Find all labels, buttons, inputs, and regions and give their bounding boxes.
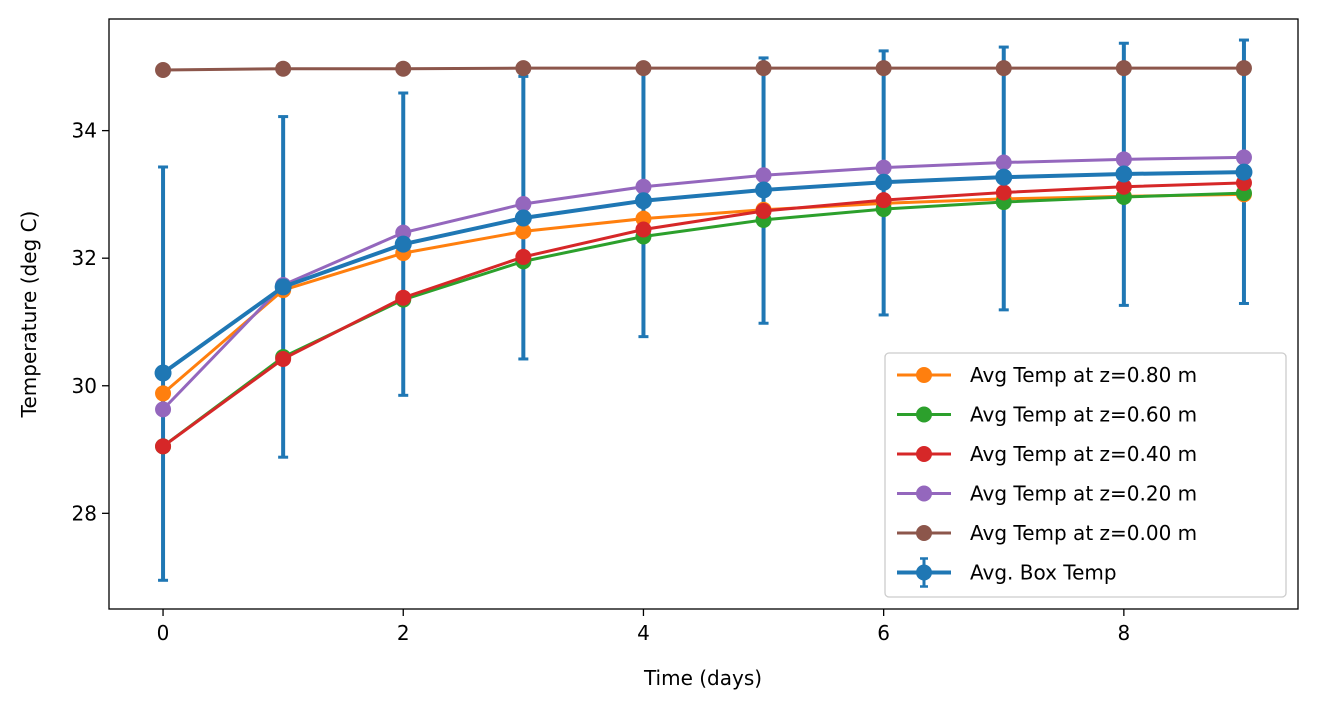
x-tick-label-4: 4 — [637, 621, 650, 645]
axis-ticks: 0 2 4 6 8 28 30 32 34 — [72, 119, 1131, 645]
point-2-5 — [755, 202, 772, 219]
y-tick-label-32: 32 — [72, 246, 97, 270]
point-4-6 — [875, 60, 892, 77]
legend-entry-2: Avg Temp at z=0.40 m — [897, 442, 1197, 466]
y-axis-label: Temperature (deg C) — [17, 211, 41, 419]
box-temp-point-8 — [1115, 165, 1133, 183]
series-line-4 — [163, 66, 1244, 72]
legend-label-5: Avg. Box Temp — [970, 561, 1117, 585]
x-tick-label-2: 2 — [397, 621, 410, 645]
point-3-9 — [1235, 149, 1252, 166]
point-4-7 — [995, 60, 1012, 77]
legend-entry-5: Avg. Box Temp — [897, 557, 1117, 588]
chart-marks — [154, 38, 1253, 582]
point-3-7 — [995, 154, 1012, 171]
legend-swatch-marker-3 — [916, 485, 932, 502]
point-3-0 — [155, 401, 172, 418]
legend-label-1: Avg Temp at z=0.60 m — [970, 403, 1197, 427]
point-4-2 — [395, 60, 412, 77]
point-2-7 — [995, 184, 1012, 201]
series-line-0 — [162, 192, 1244, 395]
box-temp-point-9 — [1235, 163, 1253, 181]
box-temp-point-4 — [634, 192, 652, 210]
point-4-8 — [1115, 60, 1132, 77]
point-3-6 — [875, 159, 892, 176]
box-temp-point-2 — [394, 235, 412, 253]
legend-swatch-marker-5 — [916, 564, 932, 581]
box-temp-line — [161, 170, 1244, 375]
x-tick-label-6: 6 — [877, 621, 890, 645]
point-2-3 — [515, 248, 532, 265]
x-axis-label: Time (days) — [643, 666, 762, 690]
legend-swatch-marker-4 — [916, 525, 932, 541]
x-tick-label-0: 0 — [157, 621, 170, 645]
legend-label-2: Avg Temp at z=0.40 m — [970, 442, 1197, 466]
point-2-0 — [155, 438, 172, 455]
box-temp-point-7 — [995, 168, 1013, 186]
legend-entry-1: Avg Temp at z=0.60 m — [897, 403, 1197, 427]
series-4 — [155, 60, 1252, 79]
point-2-8 — [1115, 178, 1132, 195]
box-temp-point-3 — [514, 209, 532, 227]
y-tick-label-34: 34 — [72, 119, 97, 143]
box-temp-point-6 — [875, 173, 893, 191]
point-4-4 — [635, 60, 652, 77]
series-2 — [155, 174, 1252, 455]
axes-frame — [108, 18, 1299, 610]
point-4-5 — [755, 60, 772, 77]
series-line-2 — [162, 181, 1245, 448]
legend-entry-0: Avg Temp at z=0.80 m — [897, 363, 1197, 387]
y-tick-label-30: 30 — [72, 374, 97, 398]
point-0-3 — [515, 223, 532, 240]
point-2-1 — [275, 350, 292, 367]
point-4-0 — [155, 62, 172, 79]
point-0-0 — [155, 385, 172, 402]
point-4-3 — [515, 60, 532, 77]
series-box-temp — [154, 163, 1253, 382]
y-tick-label-28: 28 — [72, 501, 97, 525]
legend: Avg Temp at z=0.80 m Avg Temp at z=0.60 m… — [884, 352, 1287, 598]
box-temp-point-0 — [154, 364, 172, 382]
point-3-5 — [755, 167, 772, 184]
legend-swatch-marker-1 — [916, 406, 932, 423]
legend-swatch-marker-2 — [916, 446, 932, 462]
point-2-2 — [395, 289, 412, 306]
box-temp-point-1 — [274, 278, 292, 296]
point-4-9 — [1235, 60, 1252, 77]
point-3-4 — [635, 178, 652, 195]
point-3-3 — [515, 195, 532, 212]
series-3 — [155, 149, 1252, 418]
legend-entry-3: Avg Temp at z=0.20 m — [897, 482, 1197, 506]
x-tick-label-8: 8 — [1117, 621, 1130, 645]
legend-entry-4: Avg Temp at z=0.00 m — [897, 521, 1197, 545]
point-2-4 — [635, 221, 652, 238]
legend-label-0: Avg Temp at z=0.80 m — [970, 363, 1197, 387]
point-4-1 — [275, 60, 292, 77]
legend-label-4: Avg Temp at z=0.00 m — [970, 521, 1197, 545]
legend-label-3: Avg Temp at z=0.20 m — [970, 482, 1197, 506]
legend-frame — [884, 352, 1287, 598]
point-2-6 — [875, 192, 892, 209]
series-line-3 — [161, 155, 1244, 411]
point-3-8 — [1115, 151, 1132, 168]
legend-swatch-marker-0 — [916, 367, 932, 383]
box-temp-point-5 — [755, 181, 773, 199]
